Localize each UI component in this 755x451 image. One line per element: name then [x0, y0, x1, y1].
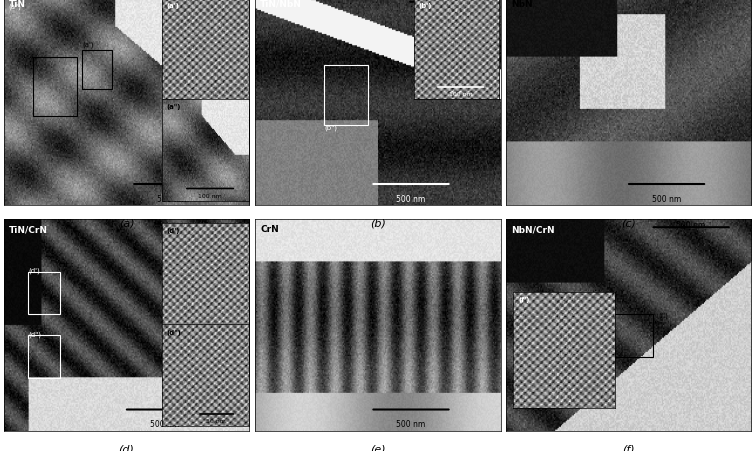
Text: (d"): (d")	[29, 331, 42, 338]
Bar	[29, 336, 60, 378]
Text: 500 nm: 500 nm	[652, 195, 681, 203]
Text: (e): (e)	[370, 444, 386, 451]
Bar	[82, 51, 112, 88]
Text: TiN/CrN: TiN/CrN	[9, 225, 48, 234]
Text: (d'): (d')	[167, 228, 180, 234]
Text: 100 nm: 100 nm	[448, 92, 473, 97]
Text: (d): (d)	[119, 444, 134, 451]
Text: (f'): (f')	[519, 297, 530, 304]
Text: 500 nm: 500 nm	[676, 221, 706, 230]
Text: (a"): (a")	[167, 104, 181, 110]
Bar	[324, 65, 368, 124]
Text: (a): (a)	[119, 219, 134, 229]
Bar	[592, 314, 653, 356]
Text: CrN: CrN	[260, 225, 279, 234]
Text: 50 nm: 50 nm	[206, 419, 226, 424]
Text: 500 nm: 500 nm	[150, 420, 179, 429]
Text: (f'): (f')	[658, 312, 668, 318]
Text: (a"): (a")	[9, 4, 22, 10]
Text: (c): (c)	[621, 219, 636, 229]
Text: (b'): (b')	[418, 3, 431, 9]
Text: (a'): (a')	[167, 3, 180, 9]
Text: (b): (b)	[370, 219, 386, 229]
Text: (b"): (b")	[324, 124, 337, 131]
Text: (d"): (d")	[167, 330, 181, 336]
Text: NbN/CrN: NbN/CrN	[511, 225, 554, 234]
Text: NbN: NbN	[511, 0, 532, 9]
Text: 500 nm: 500 nm	[157, 195, 186, 203]
Text: 500 nm: 500 nm	[396, 420, 426, 429]
Bar	[29, 272, 60, 314]
Bar	[33, 57, 77, 116]
Text: 500 nm: 500 nm	[433, 0, 462, 5]
Text: TiN/NbN: TiN/NbN	[260, 0, 302, 9]
Text: (a'): (a')	[82, 42, 94, 49]
Text: 500 nm: 500 nm	[396, 195, 426, 203]
Text: (d'): (d')	[29, 267, 40, 274]
Text: TiN: TiN	[9, 0, 26, 9]
Text: (f): (f)	[622, 444, 635, 451]
Text: 100 nm: 100 nm	[199, 193, 222, 198]
